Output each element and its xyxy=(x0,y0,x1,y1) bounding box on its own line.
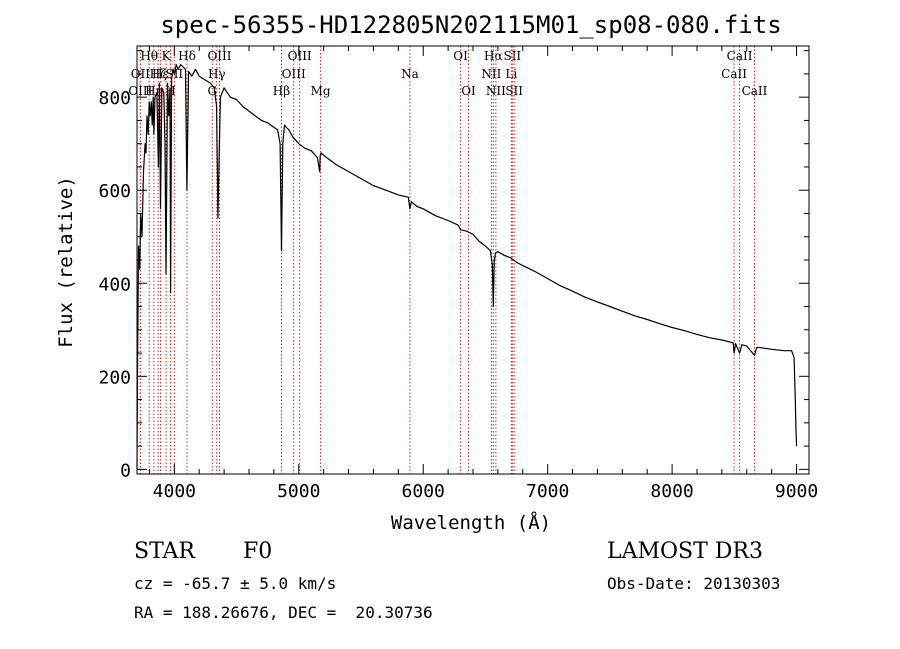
spectral-line-label: Hγ xyxy=(208,67,226,81)
spectrum-line xyxy=(136,63,798,470)
y-tick-label: 800 xyxy=(98,88,131,109)
spectral-line-label: OI xyxy=(453,49,468,63)
spectral-line-label: OIII xyxy=(288,49,312,63)
spectral-line-label: OIII xyxy=(207,49,231,63)
coordinates: RA = 188.26676, DEC = 20.30736 xyxy=(134,603,433,622)
spectral-line-label: CaII xyxy=(721,67,747,81)
spectral-line-label: Na xyxy=(401,67,419,81)
spectral-line-label: CaII xyxy=(727,49,753,63)
object-class: STAR xyxy=(134,539,195,564)
spectral-line-label: Mg xyxy=(311,84,331,98)
spectral-line-label: K xyxy=(162,49,172,63)
spectral-line-label: Li xyxy=(505,67,517,81)
spectral-line-label: OIII xyxy=(128,84,152,98)
spectral-line-label: Hθ xyxy=(140,49,158,63)
x-axis-label: Wavelength (Å) xyxy=(391,511,551,534)
spectral-line-label: OI xyxy=(461,84,476,98)
y-axis-label: Flux (relative) xyxy=(55,176,77,348)
chart-title: spec-56355-HD122805N202115M01_sp08-080.f… xyxy=(160,11,781,39)
spectral-line-label: NII xyxy=(481,67,501,81)
x-tick-label: 8000 xyxy=(650,481,693,502)
spectral-line-label: G xyxy=(207,84,217,98)
spectral-line-label: NII xyxy=(486,84,506,98)
observation-date: Obs-Date: 20130303 xyxy=(607,574,781,593)
x-tick-label: 6000 xyxy=(402,481,445,502)
spectral-line-label: Hα xyxy=(484,49,503,63)
spectral-subclass: F0 xyxy=(243,539,273,564)
y-tick-label: 200 xyxy=(98,367,131,388)
y-tick-label: 400 xyxy=(98,274,131,295)
spectral-line-label: Hβ xyxy=(273,84,290,98)
x-tick-label: 5000 xyxy=(277,481,320,502)
spectral-line-label: CaII xyxy=(742,84,768,98)
ticks-layer: 4000 5000 6000 7000 8000 9000 0 200 400 600 800 xyxy=(98,46,818,502)
series-layer xyxy=(136,63,798,470)
spectral-line-label: Hε xyxy=(152,67,169,81)
redshift-cz: cz = -65.7 ± 5.0 km/s xyxy=(134,574,337,593)
spectral-line-label: SII xyxy=(505,84,523,98)
x-tick-label: 7000 xyxy=(526,481,569,502)
spectral-line-label: Hδ xyxy=(178,49,196,63)
survey-name: LAMOST DR3 xyxy=(607,539,763,564)
y-tick-label: 0 xyxy=(120,460,131,481)
spectral-line-label: SII xyxy=(503,49,521,63)
y-tick-label: 600 xyxy=(98,181,131,202)
plot-frame xyxy=(136,45,810,475)
x-tick-label: 9000 xyxy=(775,481,818,502)
spectral-line-label: Hζ xyxy=(150,67,167,81)
spectral-line-label: OIII xyxy=(282,67,306,81)
x-tick-label: 4000 xyxy=(153,481,196,502)
spectral-line-label: Hη xyxy=(145,84,163,98)
